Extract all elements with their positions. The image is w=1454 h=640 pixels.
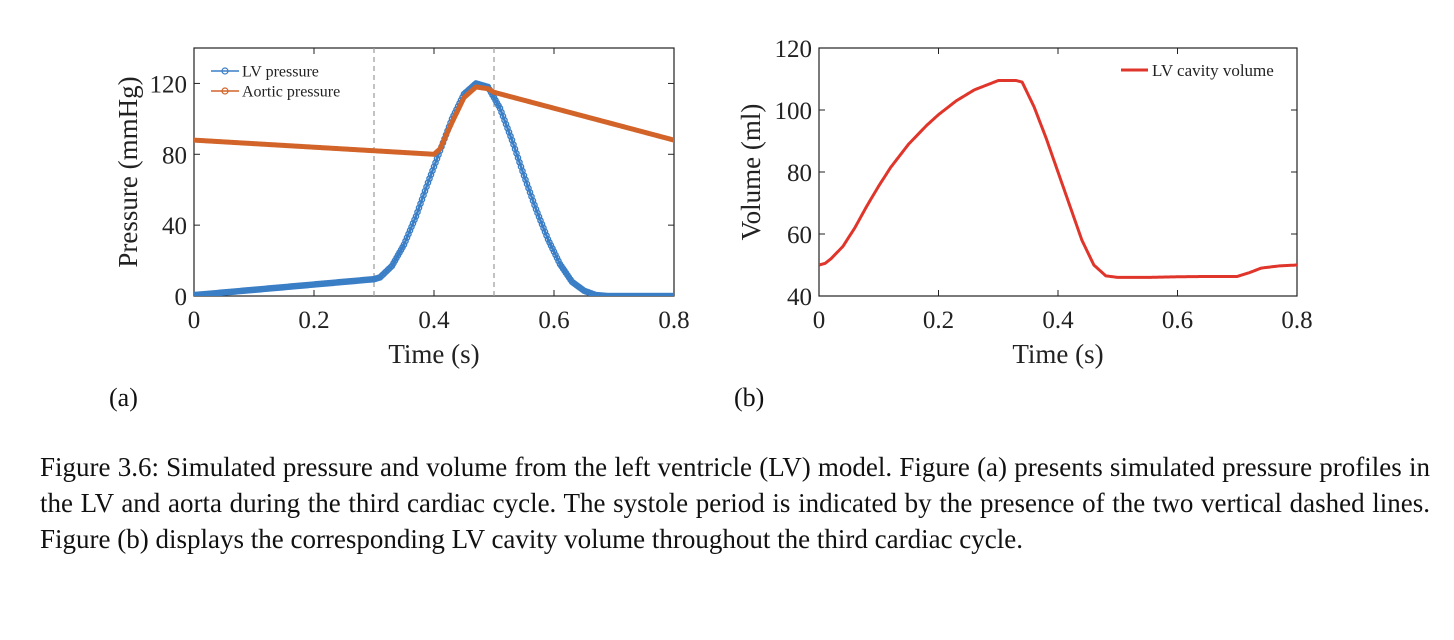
chart-a-ytick-labels: 0 40 80 120 xyxy=(150,71,188,311)
xtick-label: 0.4 xyxy=(1042,307,1074,334)
chart-a-xtick-labels: 0 0.2 0.4 0.6 0.8 xyxy=(188,307,690,334)
chart-b-ylabel: Volume (ml) xyxy=(736,104,766,241)
panel-label-a: (a) xyxy=(109,383,138,412)
ytick-label: 120 xyxy=(150,71,188,98)
xtick-label: 0.2 xyxy=(298,307,329,334)
chart-b-ticks xyxy=(818,47,1298,297)
ytick-label: 80 xyxy=(162,142,187,169)
ytick-label: 40 xyxy=(787,284,812,311)
xtick-label: 0.8 xyxy=(1281,307,1312,334)
ytick-label: 40 xyxy=(162,213,187,240)
chart-a-ylabel: Pressure (mmHg) xyxy=(113,76,143,267)
chart-a: 0 0.2 0.4 0.6 0.8 0 40 80 120 Time (s) Pressure… xyxy=(113,47,690,369)
legend-aortic-pressure-marker xyxy=(221,87,229,95)
legend-lv-pressure-marker xyxy=(221,67,229,75)
xtick-label: 0 xyxy=(188,307,201,334)
xtick-label: 0.2 xyxy=(923,307,954,334)
legend-aortic-pressure-label: Aortic pressure xyxy=(242,84,340,101)
lv-cavity-volume-line xyxy=(819,79,1297,279)
ytick-label: 80 xyxy=(787,160,812,187)
xtick-label: 0.8 xyxy=(658,307,689,334)
ytick-label: 120 xyxy=(775,36,813,63)
xtick-label: 0.4 xyxy=(418,307,450,334)
ytick-label: 60 xyxy=(787,222,812,249)
chart-b-ytick-labels: 40 60 80 100 120 xyxy=(775,36,813,311)
aortic-pressure-line xyxy=(194,84,674,157)
legend-lv-cavity-volume-label: LV cavity volume xyxy=(1152,61,1274,80)
chart-b-xlabel: Time (s) xyxy=(1012,339,1103,369)
chart-b-legend: LV cavity volume xyxy=(1121,61,1274,80)
ytick-label: 100 xyxy=(775,98,813,125)
legend-lv-pressure-label: LV pressure xyxy=(242,64,319,81)
lv-pressure-line xyxy=(194,82,674,296)
lv-pressure-markers xyxy=(194,80,674,296)
xtick-label: 0.6 xyxy=(1162,307,1193,334)
panel-label-b: (b) xyxy=(734,383,765,412)
figure-caption: Figure 3.6: Simulated pressure and volum… xyxy=(40,452,1430,554)
ytick-label: 0 xyxy=(175,284,188,311)
chart-a-legend: LV pressure Aortic pressure xyxy=(211,64,340,101)
xtick-label: 0.6 xyxy=(538,307,569,334)
chart-a-xlabel: Time (s) xyxy=(388,339,479,369)
chart-b: 0 0.2 0.4 0.6 0.8 40 60 80 100 120 Time (s) Volu… xyxy=(736,36,1313,369)
xtick-label: 0 xyxy=(813,307,826,334)
chart-b-xtick-labels: 0 0.2 0.4 0.6 0.8 xyxy=(813,307,1313,334)
